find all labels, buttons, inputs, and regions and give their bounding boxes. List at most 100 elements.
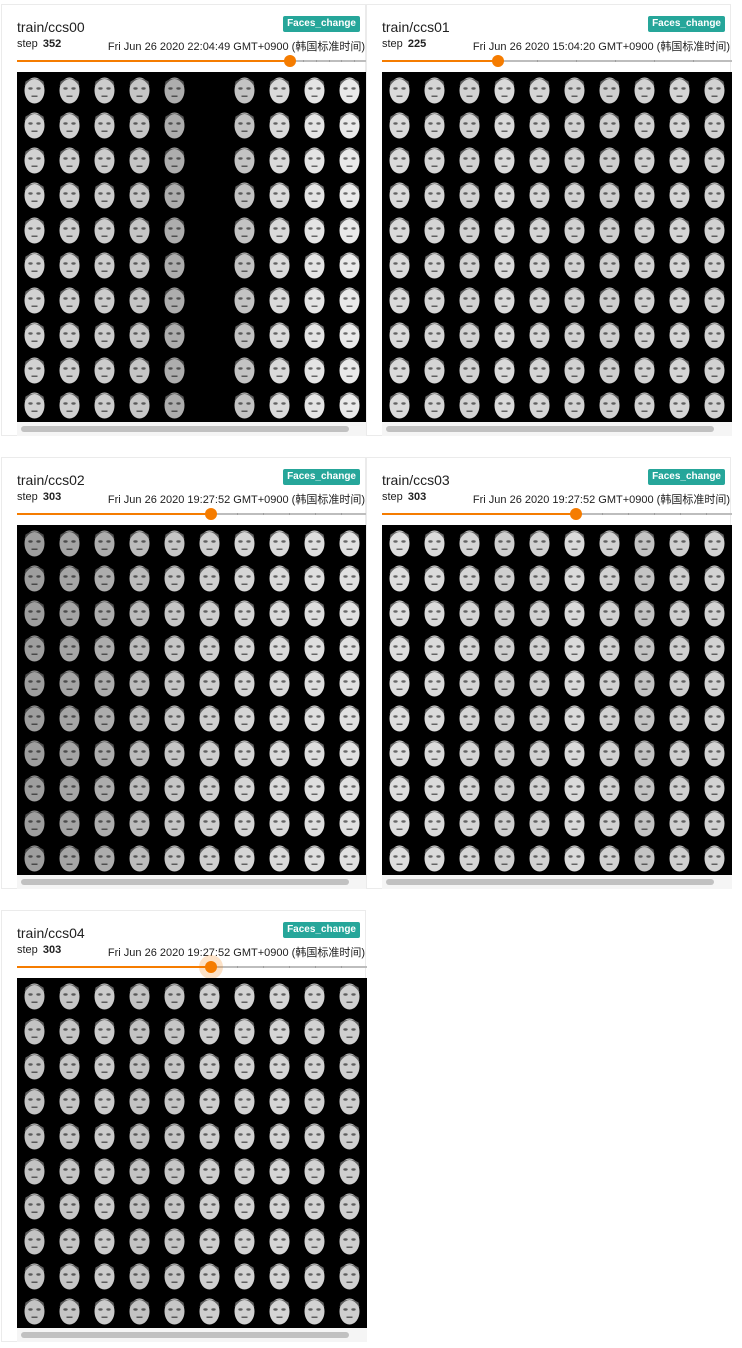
face-thumbnail <box>459 845 480 872</box>
face-thumbnail <box>164 740 185 767</box>
face-thumbnail <box>94 1228 115 1255</box>
face-thumbnail <box>634 322 655 349</box>
image-card-ccs00: train/ccs00 Faces_change step 352 Fri Ju… <box>1 4 367 436</box>
face-thumbnail <box>634 252 655 279</box>
face-thumbnail <box>424 810 445 837</box>
face-thumbnail <box>424 392 445 419</box>
face-thumbnail <box>669 635 690 662</box>
face-thumbnail <box>59 1263 80 1290</box>
face-thumbnail <box>599 635 620 662</box>
face-thumbnail <box>24 983 45 1010</box>
face-thumbnail <box>669 775 690 802</box>
slider-handle[interactable] <box>492 55 504 67</box>
face-thumbnail <box>599 392 620 419</box>
horizontal-scrollbar[interactable] <box>382 875 732 889</box>
step-slider[interactable] <box>382 55 732 67</box>
step-slider[interactable] <box>17 55 367 67</box>
face-thumbnail <box>389 810 410 837</box>
face-thumbnail <box>634 217 655 244</box>
step-slider[interactable] <box>382 508 732 520</box>
face-thumbnail <box>494 77 515 104</box>
face-thumbnail <box>389 392 410 419</box>
face-thumbnail <box>599 600 620 627</box>
face-thumbnail <box>529 775 550 802</box>
face-thumbnail <box>564 810 585 837</box>
face-thumbnail <box>304 1228 325 1255</box>
face-thumbnail <box>704 182 725 209</box>
face-image-grid[interactable] <box>17 525 367 875</box>
slider-tick <box>303 60 304 62</box>
face-thumbnail <box>269 392 290 419</box>
face-image-grid[interactable] <box>382 72 732 422</box>
face-thumbnail <box>339 1158 360 1185</box>
face-thumbnail <box>94 983 115 1010</box>
face-thumbnail <box>529 217 550 244</box>
step-label: step <box>17 38 38 50</box>
face-thumbnail <box>424 705 445 732</box>
face-thumbnail <box>269 1298 290 1325</box>
face-thumbnail <box>199 1158 220 1185</box>
face-thumbnail <box>424 740 445 767</box>
step-slider[interactable] <box>17 955 367 979</box>
face-thumbnail <box>164 705 185 732</box>
face-thumbnail <box>564 112 585 139</box>
face-thumbnail <box>24 252 45 279</box>
horizontal-scrollbar[interactable] <box>382 422 732 436</box>
face-thumbnail <box>389 217 410 244</box>
face-thumbnail <box>234 635 255 662</box>
step-value: 303 <box>407 491 427 503</box>
face-image-grid[interactable] <box>17 978 367 1328</box>
face-thumbnail <box>339 810 360 837</box>
face-thumbnail <box>389 600 410 627</box>
face-thumbnail <box>234 1018 255 1045</box>
scrollbar-thumb[interactable] <box>21 1332 349 1338</box>
face-thumbnail <box>129 1158 150 1185</box>
face-thumbnail <box>269 1228 290 1255</box>
face-thumbnail <box>94 810 115 837</box>
scrollbar-thumb[interactable] <box>386 426 714 432</box>
step-slider[interactable] <box>17 508 367 520</box>
face-thumbnail <box>424 670 445 697</box>
card-title: train/ccs03 <box>382 472 450 488</box>
face-thumbnail <box>459 705 480 732</box>
slider-handle[interactable] <box>284 55 296 67</box>
horizontal-scrollbar[interactable] <box>17 875 367 889</box>
wall-time: Fri Jun 26 2020 19:27:52 GMT+0900 (韩国标准时… <box>472 494 730 506</box>
face-thumbnail <box>24 357 45 384</box>
face-thumbnail <box>199 1123 220 1150</box>
face-thumbnail <box>234 357 255 384</box>
face-thumbnail <box>129 287 150 314</box>
scrollbar-thumb[interactable] <box>21 426 349 432</box>
face-image-grid[interactable] <box>17 72 367 422</box>
face-thumbnail <box>704 740 725 767</box>
face-thumbnail <box>424 635 445 662</box>
face-thumbnail <box>704 600 725 627</box>
face-thumbnail <box>234 77 255 104</box>
slider-handle[interactable] <box>205 961 217 973</box>
image-card-ccs01: train/ccs01 Faces_change step 225 Fri Ju… <box>366 4 732 436</box>
slider-handle[interactable] <box>570 508 582 520</box>
slider-handle[interactable] <box>205 508 217 520</box>
face-thumbnail <box>424 845 445 872</box>
face-thumbnail <box>564 775 585 802</box>
face-thumbnail <box>269 845 290 872</box>
face-thumbnail <box>94 845 115 872</box>
face-thumbnail <box>59 287 80 314</box>
scrollbar-thumb[interactable] <box>21 879 349 885</box>
face-thumbnail <box>304 1053 325 1080</box>
face-image-grid[interactable] <box>382 525 732 875</box>
face-thumbnail <box>704 77 725 104</box>
face-thumbnail <box>59 182 80 209</box>
horizontal-scrollbar[interactable] <box>17 1328 367 1342</box>
face-thumbnail <box>529 392 550 419</box>
horizontal-scrollbar[interactable] <box>17 422 367 436</box>
face-thumbnail <box>24 1228 45 1255</box>
face-thumbnail <box>704 252 725 279</box>
scrollbar-thumb[interactable] <box>386 879 714 885</box>
step-label: step <box>17 491 38 503</box>
face-thumbnail <box>304 775 325 802</box>
run-tag-badge: Faces_change <box>283 922 360 938</box>
face-thumbnail <box>24 182 45 209</box>
face-thumbnail <box>459 112 480 139</box>
face-thumbnail <box>129 1018 150 1045</box>
